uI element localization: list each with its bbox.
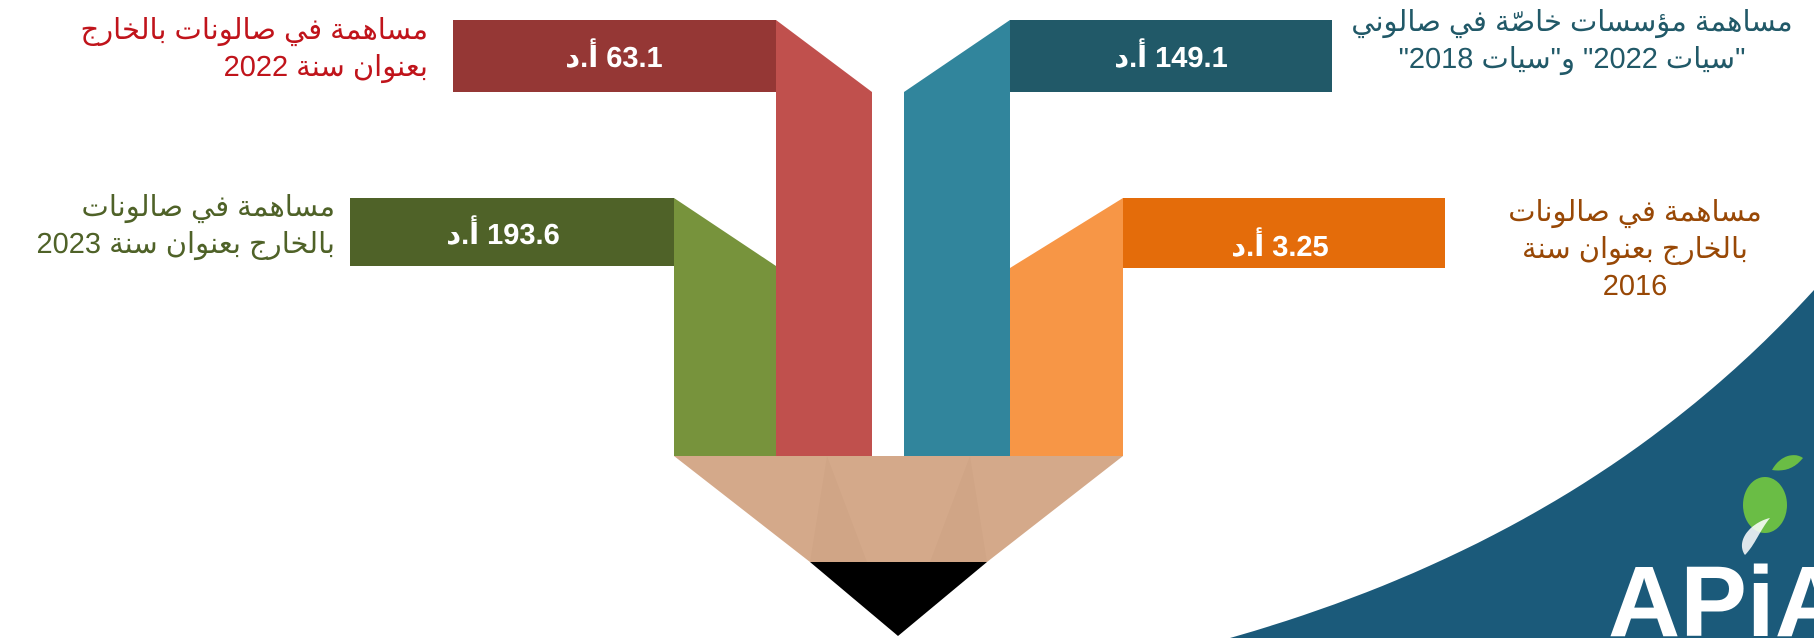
orange-label-line-3: 2016 (1602, 270, 1668, 302)
green-value-band (350, 198, 674, 266)
teal-label-line-1: مساهمة مؤسسات خاصّة في صالوني (1351, 6, 1793, 38)
orange-description-label: مساهمة في صالونات بالخارج بعنوان سنة 201… (1500, 194, 1770, 305)
orange-label-line-1: مساهمة في صالونات (1508, 196, 1762, 228)
red-value-label: 63.1 أ.د (565, 38, 662, 74)
pencil-wood-facet-left (810, 456, 867, 562)
pencil-wood-facet-right (930, 456, 987, 562)
teal-label-line-2: "سيات 2022" و"سيات 2018" (1398, 43, 1746, 75)
orange-value-band (1123, 198, 1445, 268)
teal-value-label: 149.1 أ.د (1114, 38, 1228, 74)
orange-label-line-2: بالخارج بعنوان سنة (1522, 233, 1748, 265)
pencil-tip (810, 562, 987, 636)
pencil-wood (674, 456, 1123, 562)
red-label-line-1: مساهمة في صالونات بالخارج (80, 14, 428, 46)
green-fold (674, 198, 776, 266)
red-value-band (453, 20, 776, 92)
green-label-line-2: بالخارج بعنوان سنة 2023 (36, 228, 335, 260)
logo-text: APiA (1608, 546, 1814, 638)
green-label-line-1: مساهمة في صالونات (81, 191, 335, 223)
logo-emblem (1742, 455, 1803, 555)
green-description-label: مساهمة في صالونات بالخارج بعنوان سنة 202… (0, 189, 335, 263)
red-column (776, 20, 872, 456)
red-description-label: مساهمة في صالونات بالخارج بعنوان سنة 202… (60, 12, 428, 86)
logo-background (1230, 290, 1814, 638)
teal-value-band (1010, 20, 1332, 92)
green-column (674, 266, 776, 456)
teal-description-label: مساهمة مؤسسات خاصّة في صالوني "سيات 2022… (1344, 4, 1800, 78)
teal-column (904, 20, 1010, 456)
orange-fold (1010, 198, 1123, 268)
red-label-line-2: بعنوان سنة 2022 (223, 51, 428, 83)
orange-column (1010, 268, 1123, 456)
green-value-label: 193.6 أ.د (446, 215, 560, 251)
orange-value-label: 3.25 أ.د (1231, 227, 1328, 263)
